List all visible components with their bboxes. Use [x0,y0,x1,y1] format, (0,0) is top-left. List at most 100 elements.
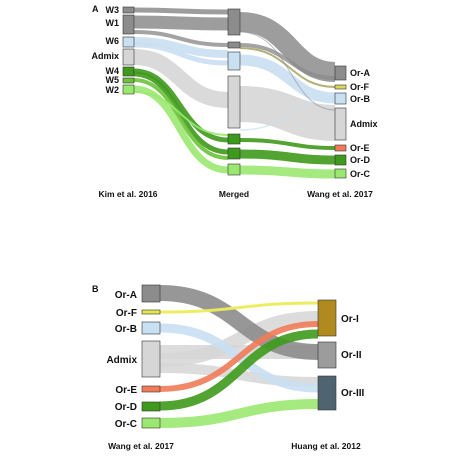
flow-merged-ord [239,149,336,165]
node-or-e-a [334,144,347,152]
node-or-c-a [334,168,347,179]
panel-b: B Or-A Or-F Or-B Admix [92,284,365,451]
flow-merged-ora [239,12,336,82]
flow-b-orf-ori [159,301,319,314]
node-or-d-a [334,154,347,166]
panel-a-left-nodes [122,6,135,95]
panel-a-merged-nodes [227,8,241,176]
label-or-iii: Or-III [341,388,365,399]
panel-a-flows-right [239,12,336,179]
node-or-ii [317,341,337,369]
node-w4 [122,66,135,77]
panel-a-right-labels: Or-A Or-F Or-B Admix Or-E Or-D Or-C [350,68,378,179]
node-or-b-a [334,92,347,105]
merged-node-6 [227,147,241,160]
merged-node-5 [227,133,241,145]
label-or-c-a: Or-C [350,169,371,179]
label-w2: W2 [106,85,120,95]
flow-admix-merged [133,49,229,108]
label-or-d-a: Or-D [350,155,371,165]
panel-b-left-labels: Or-A Or-F Or-B Admix Or-E Or-D Or-C [106,290,137,430]
node-w1 [122,14,135,35]
label-or-f-a: Or-F [350,82,370,92]
merged-node-2 [227,41,241,49]
panel-a: A [91,4,377,199]
panel-a-letter: A [92,4,99,14]
flow-merged-ora-b [239,43,336,80]
node-or-c-b [141,417,161,429]
merged-node-1 [227,8,241,36]
flow-merged-thin-2 [239,97,336,131]
flow-b-ore-ori [159,321,319,392]
label-or-f-b: Or-F [116,308,137,319]
column-label-wang-b: Wang et al. 2017 [108,441,174,451]
flow-w5-merged [133,78,229,160]
label-or-b-b: Or-B [115,324,137,335]
label-or-a-b: Or-A [115,290,137,301]
flow-w1-merged-b [133,30,229,47]
label-admix-b: Admix [106,355,137,366]
node-admix-a-right [334,107,347,141]
label-or-a-a: Or-A [350,68,371,78]
node-or-i [317,299,337,337]
label-or-e-b: Or-E [115,385,137,396]
column-label-kim: Kim et al. 2016 [98,189,157,199]
node-w3 [122,6,135,14]
label-admix-a-right: Admix [350,119,378,129]
flow-w2-merged-b [133,91,229,136]
label-or-i: Or-I [341,314,359,325]
node-admix-b [141,340,161,378]
node-or-e-b [141,385,161,393]
flow-b-orc-oriii [159,399,319,428]
merged-node-4 [227,75,241,129]
panel-a-left-labels: W3 W1 W6 Admix W4 W5 W2 [91,5,119,95]
merged-node-3 [227,51,241,71]
panel-a-right-nodes [334,65,347,179]
node-w5 [122,77,135,84]
panel-a-column-labels: Kim et al. 2016 Merged Wang et al. 2017 [98,189,373,199]
flow-merged-orb [239,54,336,104]
flow-w6-merged-b [133,42,229,66]
panel-b-left-nodes [141,284,161,429]
label-or-b-a: Or-B [350,94,371,104]
panel-a-flows-left [133,7,229,174]
label-or-c-b: Or-C [115,419,137,430]
column-label-wang-a: Wang et al. 2017 [307,189,373,199]
label-w6: W6 [106,36,120,46]
label-w1: W1 [106,18,120,28]
panel-b-column-labels: Wang et al. 2017 Huang et al. 2012 [108,441,361,451]
flow-merged-thin-1 [239,31,336,111]
flow-merged-orc [239,165,336,179]
label-w4: W4 [106,66,120,76]
node-admix-a [122,48,135,66]
flow-w2-merged [133,85,229,174]
merged-node-7 [227,163,241,176]
label-admix-a-left: Admix [91,51,119,61]
column-label-merged: Merged [219,189,249,199]
node-or-iii [317,375,337,411]
panel-b-flows [159,285,319,428]
node-or-a-b [141,284,161,303]
node-or-f-b [141,309,161,315]
node-or-d-b [141,401,161,412]
label-or-e-a: Or-E [350,143,370,153]
flow-w1-merged [133,15,229,31]
label-or-ii: Or-II [341,350,362,361]
flow-merged-orf [239,47,336,88]
panel-b-right-labels: Or-I Or-II Or-III [341,314,365,399]
flow-w6-merged [133,37,229,58]
node-or-f-a [334,84,347,90]
node-or-a-a [334,65,347,81]
column-label-huang: Huang et al. 2012 [291,441,361,451]
flow-b-ora-orii [159,285,319,360]
label-or-d-b: Or-D [115,402,137,413]
node-w6 [122,36,135,48]
panel-b-letter: B [92,284,99,294]
node-w2 [122,84,135,95]
panel-b-right-nodes [317,299,337,411]
flow-merged-ore [239,138,336,150]
label-w3: W3 [106,5,120,15]
node-or-b-b [141,321,161,335]
flow-w3-merged [133,7,229,15]
